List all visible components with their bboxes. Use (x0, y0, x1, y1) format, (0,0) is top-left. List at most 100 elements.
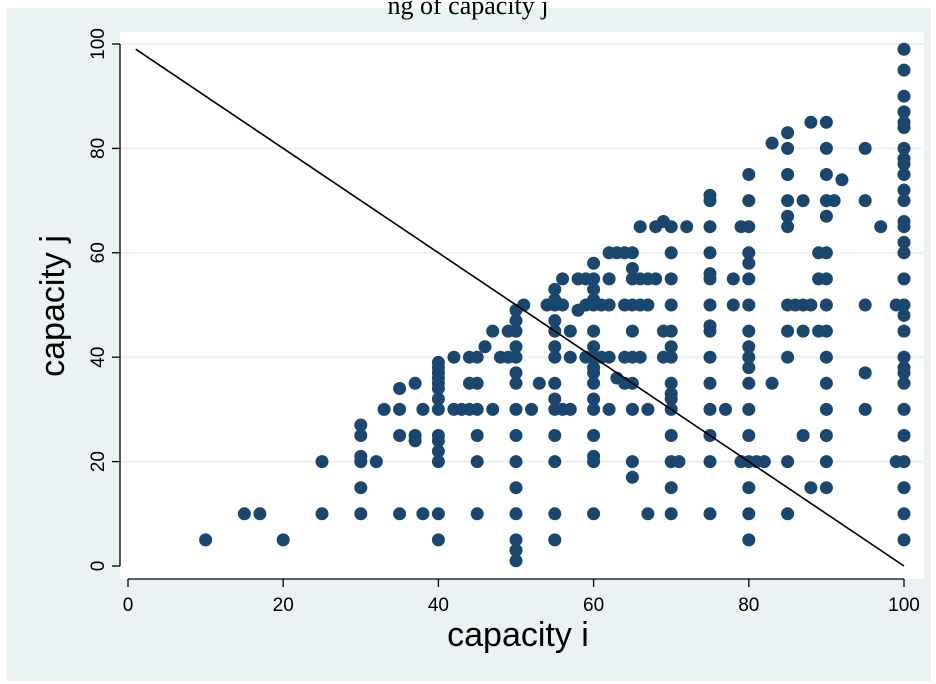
data-point-60 (509, 455, 523, 469)
data-point-71 (525, 402, 539, 416)
data-point-185 (726, 298, 740, 312)
data-point-62 (509, 402, 523, 416)
data-point-138 (625, 246, 639, 260)
data-point-130 (625, 455, 639, 469)
data-point-179 (703, 267, 717, 281)
data-point-56 (509, 543, 523, 557)
data-point-43 (470, 507, 484, 521)
data-point-249 (835, 173, 849, 187)
data-point-155 (664, 429, 678, 442)
data-point-236 (819, 402, 833, 416)
data-point-76 (548, 455, 562, 469)
data-point-102 (587, 429, 601, 442)
data-point-177 (703, 298, 717, 312)
data-point-268 (897, 324, 911, 338)
data-point-68 (509, 314, 523, 328)
data-point-233 (819, 481, 833, 495)
y-axis-title: capacity j (34, 235, 72, 377)
y-tick-label-100: 100 (88, 28, 109, 60)
data-point-48 (470, 350, 484, 364)
data-point-176 (703, 319, 717, 333)
data-point-79 (548, 392, 562, 406)
data-point-165 (664, 246, 678, 260)
data-point-161 (664, 340, 678, 354)
data-point-206 (742, 168, 756, 181)
data-point-213 (781, 350, 795, 364)
data-point-164 (664, 272, 678, 286)
data-point-7 (354, 481, 368, 495)
data-point-137 (625, 261, 639, 275)
data-point-259 (897, 507, 911, 521)
data-point-234 (819, 455, 833, 469)
data-point-15 (393, 429, 407, 442)
data-point-277 (897, 183, 911, 197)
data-point-104 (587, 392, 601, 406)
data-point-75 (548, 507, 562, 521)
data-point-44 (470, 455, 484, 469)
data-point-59 (509, 481, 523, 495)
data-point-91 (563, 402, 577, 416)
data-point-89 (556, 298, 570, 312)
data-point-266 (897, 361, 911, 375)
data-point-99 (587, 507, 601, 521)
data-point-248 (827, 194, 841, 208)
data-point-214 (781, 324, 795, 338)
data-point-6 (354, 507, 368, 521)
data-point-160 (664, 350, 678, 364)
data-point-238 (819, 350, 833, 364)
data-point-57 (509, 533, 523, 547)
chart-title: ng of capacity j (388, 0, 549, 20)
data-point-92 (563, 350, 577, 364)
data-point-218 (781, 194, 795, 208)
data-point-287 (897, 42, 911, 56)
tick-labels: 0 20 40 60 80 100 0 20 40 60 80 100 (88, 28, 920, 616)
data-point-25 (431, 455, 445, 469)
data-point-271 (897, 272, 911, 286)
data-point-21 (416, 507, 430, 521)
data-point-253 (858, 194, 872, 208)
data-point-23 (431, 533, 445, 547)
data-point-10 (354, 429, 368, 442)
data-point-84 (548, 314, 562, 328)
data-point-219 (781, 168, 795, 181)
data-point-280 (897, 152, 911, 166)
data-point-208 (757, 455, 771, 469)
data-point-255 (874, 220, 888, 234)
x-tick-label-80: 80 (738, 595, 759, 616)
data-point-143 (641, 507, 655, 521)
data-point-26 (431, 444, 445, 458)
data-point-229 (804, 115, 818, 129)
data-point-191 (742, 481, 756, 495)
data-point-159 (664, 376, 678, 390)
data-point-261 (897, 455, 911, 469)
data-point-129 (625, 470, 639, 484)
data-point-169 (703, 507, 717, 521)
data-point-217 (781, 209, 795, 223)
data-point-263 (897, 402, 911, 416)
data-point-221 (781, 126, 795, 140)
data-point-118 (602, 402, 616, 416)
data-point-262 (897, 429, 911, 442)
y-tick-label-80: 80 (88, 138, 109, 159)
data-point-170 (703, 455, 717, 469)
data-point-67 (509, 324, 523, 338)
data-point-11 (354, 418, 368, 432)
data-point-190 (742, 507, 756, 521)
data-point-29 (431, 402, 445, 416)
data-point-264 (897, 376, 911, 390)
x-tick-label-60: 60 (583, 595, 604, 616)
data-point-241 (819, 272, 833, 286)
data-point-174 (703, 350, 717, 364)
data-point-158 (664, 387, 678, 401)
data-point-237 (819, 376, 833, 390)
data-point-46 (470, 402, 484, 416)
data-point-49 (478, 340, 492, 354)
data-point-183 (703, 188, 717, 202)
data-point-74 (548, 533, 562, 547)
data-point-194 (742, 402, 756, 416)
data-point-260 (897, 481, 911, 495)
data-point-103 (587, 402, 601, 416)
data-point-210 (765, 136, 779, 150)
